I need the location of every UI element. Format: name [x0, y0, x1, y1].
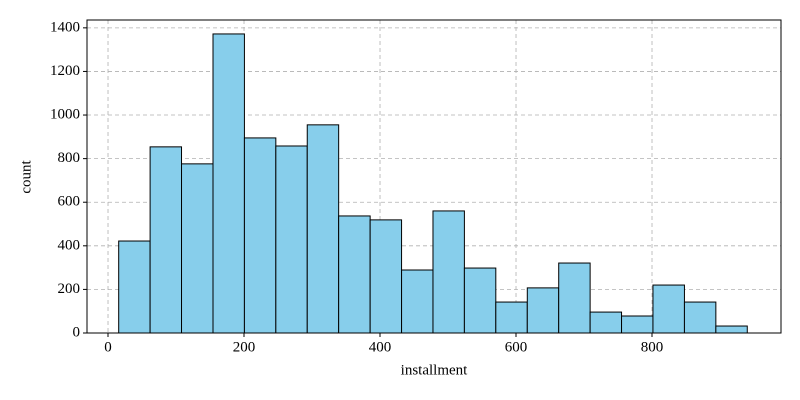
x-tick-label: 400: [369, 339, 392, 355]
bar: [306, 124, 340, 334]
bar: [149, 146, 183, 334]
bar: [715, 325, 748, 334]
y-tick-label: 800: [58, 150, 81, 166]
bar: [589, 311, 623, 334]
bar: [338, 215, 371, 334]
y-tick-label: 600: [58, 194, 81, 210]
bar: [526, 287, 560, 334]
bar: [621, 315, 654, 334]
plot-frame: [86, 19, 782, 334]
x-tick-label: 800: [641, 339, 664, 355]
bar: [432, 210, 465, 334]
y-tick-label: 200: [58, 281, 81, 297]
x-tick-label: 0: [104, 339, 112, 355]
bar: [683, 301, 717, 334]
y-tick-label: 1400: [50, 19, 80, 35]
bar: [243, 137, 277, 334]
y-tick-label: 1000: [50, 106, 80, 122]
y-tick-label: 1200: [50, 63, 80, 79]
bar: [558, 262, 591, 334]
bar: [652, 284, 685, 334]
x-axis-label: installment: [401, 362, 468, 378]
bar: [495, 301, 528, 334]
y-tick-label: 0: [73, 324, 81, 340]
x-tick-label: 200: [233, 339, 256, 355]
bar: [181, 163, 214, 334]
bar: [118, 240, 151, 334]
bar: [275, 145, 308, 334]
bar: [212, 33, 245, 334]
bar: [369, 219, 403, 334]
bar: [401, 269, 434, 334]
x-tick-label: 600: [505, 339, 528, 355]
bar: [463, 267, 497, 334]
y-axis-label: count: [18, 160, 34, 194]
y-tick-label: 400: [58, 237, 81, 253]
